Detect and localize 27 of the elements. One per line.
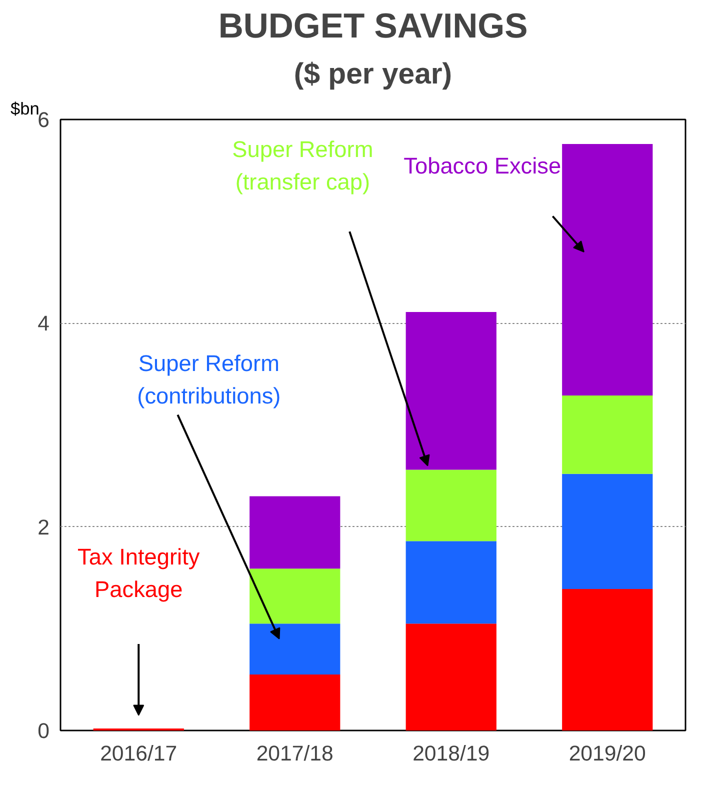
- chart-subtitle: ($ per year): [294, 58, 452, 90]
- text: Super Reform (contributions): [137, 350, 281, 408]
- bar: [562, 395, 653, 474]
- x-tick-label: 2018/19: [412, 742, 490, 766]
- y-tick-label: 2: [38, 515, 50, 540]
- bar: [250, 496, 340, 569]
- bar: [250, 568, 340, 624]
- bar: [250, 674, 340, 730]
- bar: [562, 588, 653, 730]
- y-tick-label: 4: [38, 312, 50, 336]
- bar: [406, 470, 496, 542]
- bar: [406, 541, 496, 624]
- bar: [250, 624, 340, 674]
- x-tick-label: 2019/20: [568, 742, 646, 766]
- bar: [562, 144, 653, 396]
- y-tick-label: 0: [38, 719, 50, 743]
- bar: [406, 312, 496, 470]
- text: Tax Integrity Package: [78, 543, 200, 602]
- bar: [406, 624, 496, 730]
- y-tick-label: 6: [38, 108, 50, 132]
- text: Super Reform (transfer cap): [232, 136, 374, 195]
- x-tick-label: 2017/18: [256, 742, 334, 766]
- series-label: Tobacco Excise: [404, 152, 562, 178]
- chart-title: BUDGET SAVINGS: [218, 8, 528, 46]
- bar: [562, 474, 653, 589]
- y-axis-title: $bn: [10, 98, 40, 118]
- x-tick-label: 2016/17: [100, 742, 178, 766]
